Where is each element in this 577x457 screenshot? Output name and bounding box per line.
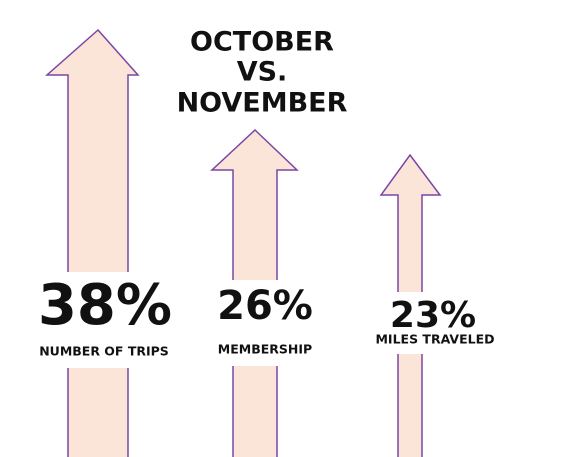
stat-label: NUMBER OF TRIPS (39, 344, 169, 359)
stat-value: 26% (217, 283, 313, 329)
backdrop (30, 272, 180, 368)
title-line: NOVEMBER (177, 88, 348, 119)
stat-value: 38% (38, 273, 172, 338)
arrow (45, 28, 140, 457)
stat-label: MILES TRAVELED (375, 332, 494, 347)
backdrop (210, 280, 330, 366)
stat-value: 23% (390, 295, 476, 336)
title-line: VS. (237, 57, 288, 88)
backdrop (370, 292, 500, 354)
stat-label: MEMBERSHIP (218, 342, 312, 357)
title-line: OCTOBER (190, 27, 334, 58)
